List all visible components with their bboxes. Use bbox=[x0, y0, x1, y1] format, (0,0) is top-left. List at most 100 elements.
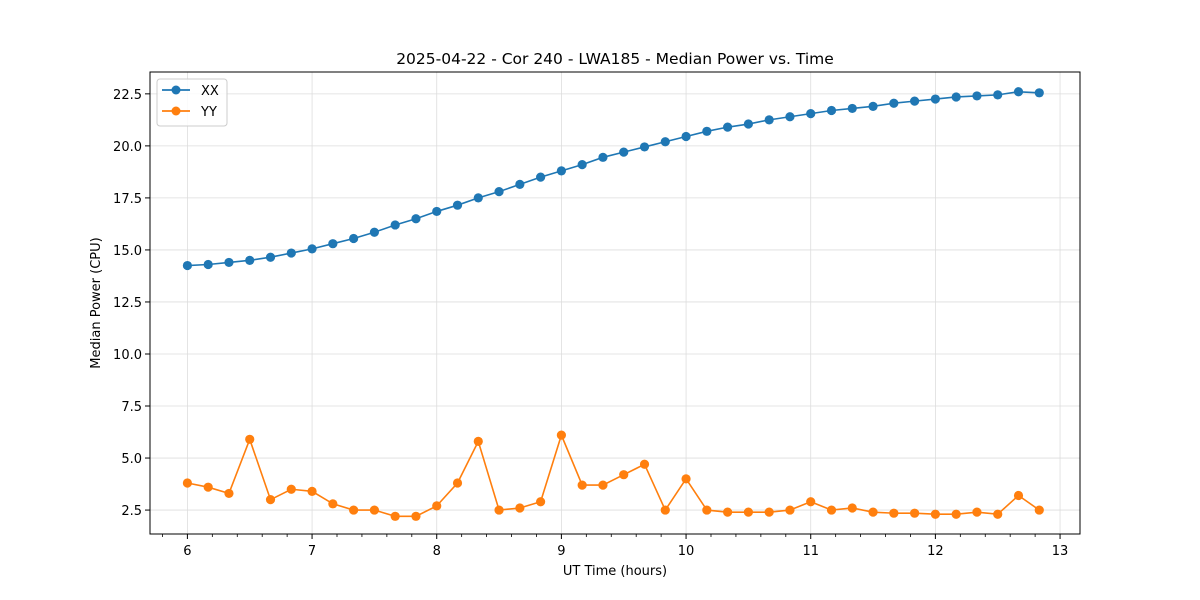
data-point-yy bbox=[806, 497, 816, 507]
data-point-yy bbox=[889, 508, 899, 518]
data-point-yy bbox=[972, 507, 982, 517]
data-point-yy bbox=[536, 497, 546, 507]
y-tick-label: 12.5 bbox=[113, 296, 142, 311]
data-point-xx bbox=[349, 233, 359, 244]
data-point-xx bbox=[224, 257, 234, 268]
data-point-xx bbox=[1034, 88, 1044, 98]
legend-yy-label: YY bbox=[200, 105, 217, 120]
data-point-yy bbox=[432, 501, 442, 511]
series-layer bbox=[182, 87, 1044, 521]
data-point-yy bbox=[951, 509, 961, 519]
data-point-xx bbox=[307, 244, 317, 254]
data-point-xx bbox=[743, 119, 753, 129]
x-tick-label: 7 bbox=[308, 544, 316, 559]
data-point-yy bbox=[910, 508, 920, 518]
y-tick-label: 15.0 bbox=[113, 244, 142, 259]
x-tick-label: 9 bbox=[557, 544, 565, 559]
data-point-xx bbox=[660, 137, 670, 147]
data-point-xx bbox=[951, 92, 961, 102]
x-tick-label: 12 bbox=[927, 544, 944, 559]
data-point-xx bbox=[494, 187, 504, 197]
data-point-yy bbox=[1034, 505, 1044, 515]
legend-yy-marker bbox=[171, 106, 181, 116]
data-point-yy bbox=[598, 480, 608, 490]
legend-xx-marker bbox=[171, 85, 181, 95]
data-point-yy bbox=[224, 488, 234, 499]
data-point-xx bbox=[182, 260, 192, 271]
data-point-xx bbox=[245, 255, 255, 265]
data-point-yy bbox=[993, 509, 1003, 519]
data-point-yy bbox=[203, 482, 213, 492]
data-point-yy bbox=[660, 505, 670, 515]
data-point-yy bbox=[411, 511, 421, 521]
x-tick-label: 6 bbox=[183, 544, 191, 559]
data-point-xx bbox=[930, 94, 940, 104]
data-point-yy bbox=[265, 495, 276, 505]
data-point-xx bbox=[328, 239, 338, 249]
gridlines bbox=[150, 72, 1080, 534]
legend-xx-label: XX bbox=[201, 84, 219, 99]
data-point-xx bbox=[473, 193, 483, 203]
data-point-xx bbox=[265, 252, 276, 262]
data-point-yy bbox=[930, 509, 940, 519]
x-tick-label: 13 bbox=[1052, 544, 1069, 559]
data-point-xx bbox=[619, 147, 629, 157]
data-point-xx bbox=[556, 166, 566, 176]
y-tick-label: 5.0 bbox=[121, 452, 142, 467]
x-axis-label: UT Time (hours) bbox=[563, 564, 667, 579]
y-tick-label: 7.5 bbox=[121, 400, 142, 415]
data-point-xx bbox=[764, 115, 774, 125]
data-point-xx bbox=[390, 220, 400, 230]
y-tick-label: 2.5 bbox=[121, 504, 142, 519]
data-point-xx bbox=[515, 179, 525, 189]
data-point-yy bbox=[577, 480, 587, 490]
data-point-xx bbox=[806, 109, 816, 119]
y-axis-label: Median Power (CPU) bbox=[89, 237, 104, 368]
y-tick-label: 17.5 bbox=[113, 192, 142, 207]
data-point-xx bbox=[452, 200, 463, 210]
data-point-xx bbox=[868, 101, 878, 111]
legend: XX YY bbox=[156, 78, 228, 127]
data-point-yy bbox=[639, 459, 650, 469]
data-point-yy bbox=[785, 505, 795, 515]
data-point-xx bbox=[702, 126, 712, 136]
y-tick-label: 22.5 bbox=[113, 88, 142, 103]
data-point-xx bbox=[536, 172, 546, 182]
x-tick-label: 10 bbox=[678, 544, 695, 559]
axis-ticks: 6 7 8 9 10 11 12 13 2.5 5.0 7.5 10.0 12.5 15.0 17.5 20.… bbox=[113, 88, 1068, 559]
data-point-xx bbox=[910, 96, 920, 106]
x-tick-label: 11 bbox=[802, 544, 819, 559]
data-point-xx bbox=[723, 122, 733, 132]
data-point-yy bbox=[307, 486, 317, 496]
data-point-yy bbox=[245, 434, 255, 444]
chart-title: 2025-04-22 - Cor 240 - LWA185 - Median P… bbox=[396, 50, 834, 68]
data-point-yy bbox=[681, 474, 691, 484]
data-point-yy bbox=[452, 478, 463, 488]
y-tick-label: 20.0 bbox=[113, 140, 142, 155]
x-tick-label: 8 bbox=[433, 544, 441, 559]
y-tick-label: 10.0 bbox=[113, 348, 142, 363]
data-point-xx bbox=[639, 142, 650, 152]
plot-area-frame bbox=[149, 71, 1081, 535]
data-point-yy bbox=[619, 470, 629, 480]
data-point-yy bbox=[743, 507, 753, 517]
data-point-yy bbox=[723, 507, 733, 517]
data-point-yy bbox=[390, 511, 400, 521]
data-point-yy bbox=[868, 507, 878, 517]
data-point-xx bbox=[432, 206, 442, 217]
data-point-xx bbox=[826, 105, 837, 116]
data-point-yy bbox=[182, 478, 192, 488]
data-point-yy bbox=[826, 505, 837, 515]
data-point-yy bbox=[764, 507, 774, 517]
data-point-xx bbox=[598, 152, 608, 162]
data-point-yy bbox=[556, 430, 566, 440]
data-point-xx bbox=[785, 112, 795, 122]
data-point-xx bbox=[993, 90, 1003, 100]
data-point-yy bbox=[473, 436, 483, 446]
data-point-yy bbox=[702, 505, 712, 515]
data-point-yy bbox=[515, 503, 525, 513]
data-point-xx bbox=[286, 248, 296, 258]
data-point-xx bbox=[411, 214, 421, 224]
data-point-yy bbox=[349, 505, 359, 515]
